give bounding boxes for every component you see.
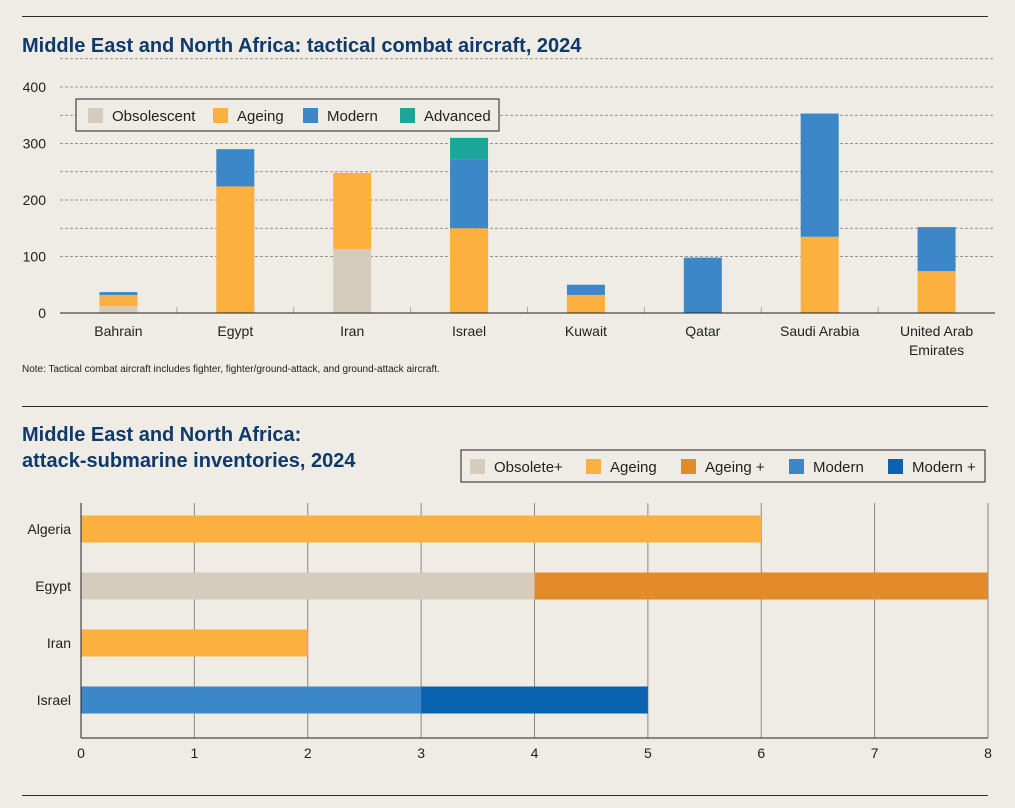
legend-swatch-modern [888, 459, 903, 474]
y-tick-label: Israel [37, 692, 71, 708]
legend-label-advanced: Advanced [424, 108, 491, 125]
bar-egypt-ageing [534, 572, 988, 600]
legend-label-ageing: Ageing + [705, 459, 765, 476]
y-tick-label: 300 [23, 136, 47, 152]
x-tick-label: 7 [871, 745, 879, 761]
x-tick-label: Bahrain [94, 323, 142, 339]
legend-label-obsolete: Obsolete+ [494, 459, 563, 476]
x-tick-label: 1 [190, 745, 198, 761]
x-tick-label: 8 [984, 745, 992, 761]
legend-swatch-obsolete [470, 459, 485, 474]
y-tick-label: 400 [23, 79, 47, 95]
legend-swatch-modern [303, 108, 318, 123]
bar-united-arab-emirates-ageing [917, 271, 956, 313]
legend-swatch-ageing [681, 459, 696, 474]
submarine-chart-title-line1: Middle East and North Africa: [22, 424, 302, 446]
submarine-chart-title-line2: attack-submarine inventories, 2024 [22, 450, 356, 472]
legend-label-obsolescent: Obsolescent [112, 108, 196, 125]
bar-bahrain-ageing [99, 294, 138, 307]
bar-egypt-obsolete [81, 572, 535, 600]
x-tick-label: 6 [757, 745, 765, 761]
aircraft-chart-title: Middle East and North Africa: tactical c… [22, 35, 582, 57]
aircraft-chart-note: Note: Tactical combat aircraft includes … [22, 364, 440, 375]
bar-egypt-modern [216, 149, 255, 187]
bar-israel-modern [450, 159, 489, 229]
bar-bahrain-modern [99, 292, 138, 295]
bar-qatar-modern [683, 257, 722, 313]
bar-bahrain-obsolescent [99, 306, 138, 313]
bar-israel-modern [421, 686, 648, 714]
bar-iran-ageing [333, 172, 372, 250]
legend-label-ageing: Ageing [610, 459, 657, 476]
y-tick-label: 0 [38, 305, 46, 321]
legend-swatch-obsolescent [88, 108, 103, 123]
bar-israel-modern [81, 686, 422, 714]
submarine-chart: 0 1 2 3 4 5 6 7 8 Algeria Egypt Iran Israel Obsolete+… [27, 449, 992, 761]
bar-saudi-arabia-modern [800, 113, 839, 237]
bar-egypt-ageing [216, 186, 255, 313]
x-tick-label: United Arab [900, 323, 973, 339]
y-tick-label: Algeria [27, 521, 71, 537]
legend-label-modern: Modern [813, 459, 864, 476]
legend-swatch-ageing [213, 108, 228, 123]
bar-algeria-ageing [81, 515, 762, 543]
x-tick-label: Egypt [217, 323, 253, 339]
bar-israel-ageing [450, 228, 489, 313]
x-tick-label: 5 [644, 745, 652, 761]
bar-iran-ageing [81, 629, 308, 657]
x-tick-label: Kuwait [565, 323, 607, 339]
legend-swatch-ageing [586, 459, 601, 474]
y-tick-label: 100 [23, 249, 47, 265]
top-rule [22, 16, 988, 17]
aircraft-legend: Obsolescent Ageing Modern Advanced [75, 98, 500, 132]
y-tick-label: Egypt [35, 578, 71, 594]
legend-box [75, 98, 500, 132]
submarine-legend: Obsolete+ Ageing Ageing + Modern Modern + [460, 449, 986, 483]
bar-saudi-arabia-ageing [800, 236, 839, 313]
x-tick-label: Saudi Arabia [780, 323, 860, 339]
legend-label-modern: Modern + [912, 459, 976, 476]
aircraft-chart: 0 100 200 300 400 Bahrain Egypt Iran Israel Kuwai… [23, 58, 995, 358]
x-tick-label: Iran [340, 323, 364, 339]
x-tick-label: 2 [304, 745, 312, 761]
bar-iran-obsolescent [333, 249, 372, 313]
legend-swatch-advanced [400, 108, 415, 123]
bar-kuwait-ageing [566, 294, 605, 313]
legend-swatch-modern [789, 459, 804, 474]
bar-israel-advanced [450, 137, 489, 160]
bar-united-arab-emirates-modern [917, 227, 956, 272]
legend-label-modern: Modern [327, 108, 378, 125]
y-tick-label: Iran [47, 635, 71, 651]
x-tick-label: Israel [452, 323, 486, 339]
x-tick-label: Emirates [909, 342, 964, 358]
middle-rule [22, 406, 988, 407]
x-tick-label: 4 [531, 745, 539, 761]
y-tick-label: 200 [23, 192, 47, 208]
bar-kuwait-modern [566, 284, 605, 295]
x-tick-label: 3 [417, 745, 425, 761]
x-tick-label: Qatar [685, 323, 720, 339]
bottom-rule [22, 795, 988, 796]
legend-label-ageing: Ageing [237, 108, 284, 125]
x-tick-label: 0 [77, 745, 85, 761]
